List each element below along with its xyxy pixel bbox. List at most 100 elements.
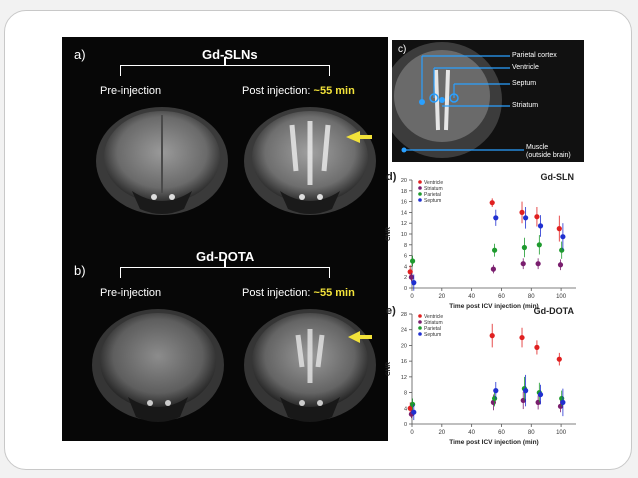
legend-marker: [418, 180, 422, 184]
data-point: [408, 274, 414, 280]
region-label-muscle: Muscle: [526, 144, 549, 151]
panel-b-pre-label: Pre-injection: [100, 287, 162, 299]
data-point: [535, 399, 541, 405]
region-label-ventricle: Ventricle: [512, 64, 539, 71]
arrow-icon: [346, 131, 372, 143]
y-tick-label: 0: [404, 422, 407, 428]
data-point: [492, 395, 498, 402]
legend-entry: Striatum: [424, 320, 443, 326]
region-label-septum: Septum: [512, 80, 537, 87]
chart-title: Gd-SLN: [541, 172, 575, 182]
arrow-icon: [348, 331, 372, 343]
x-tick-label: 20: [438, 430, 445, 436]
data-point: [556, 226, 562, 232]
x-tick-label: 80: [528, 430, 535, 436]
region-label-parietal-cortex: Parietal cortex: [512, 52, 557, 59]
x-axis-label: Time post ICV injection (min): [449, 303, 538, 310]
legend-marker: [418, 186, 422, 190]
y-axis-label: CNR: [385, 227, 392, 241]
data-point: [411, 280, 417, 286]
scan-a-pre: [96, 107, 228, 215]
data-point: [492, 247, 498, 253]
data-point: [557, 262, 564, 268]
legend-marker: [418, 192, 422, 196]
legend-marker: [418, 332, 422, 336]
chart-d: d) Gd-SLN 0 20 40 60 80 100 0 2 4 6 8 10 12 14 16 18 20 Tim…: [385, 171, 576, 310]
data-point: [537, 391, 544, 398]
data-point: [493, 215, 499, 221]
y-tick-label: 4: [404, 264, 407, 270]
data-point: [556, 356, 562, 362]
panel-a-title: Gd-SLNs: [202, 47, 258, 62]
panel-b-bracket-tick: [224, 259, 226, 267]
data-point: [523, 215, 529, 221]
panel-a-bracket-tick: [224, 57, 226, 65]
legend-entry: Septum: [424, 198, 441, 204]
panel-a-post-prefix: Post injection:: [242, 85, 314, 97]
panel-b-title: Gd-DOTA: [196, 249, 255, 264]
chart-panel-label: e): [386, 305, 396, 317]
panel-c-image: c) Parietal cortex Ventricle Septum Stri…: [392, 40, 584, 162]
y-tick-label: 20: [401, 178, 407, 184]
y-tick-label: 18: [401, 189, 407, 195]
y-tick-label: 2: [404, 275, 407, 281]
legend-entry: Parietal: [424, 192, 441, 198]
data-point: [560, 399, 566, 405]
y-tick-label: 12: [401, 375, 407, 381]
region-label-striatum: Striatum: [512, 102, 539, 109]
data-point: [535, 261, 541, 267]
data-point: [410, 401, 416, 407]
y-tick-label: 20: [401, 343, 407, 349]
data-point: [519, 209, 525, 215]
x-tick-label: 20: [438, 294, 445, 300]
y-tick-label: 0: [404, 286, 407, 292]
x-tick-label: 0: [410, 294, 414, 300]
data-point: [521, 244, 528, 251]
data-point: [560, 234, 566, 240]
chart-title: Gd-DOTA: [534, 306, 575, 316]
x-tick-label: 0: [410, 430, 414, 436]
legend-entry: Parietal: [424, 326, 441, 332]
panel-a-pre-label: Pre-injection: [100, 85, 162, 97]
x-tick-label: 40: [468, 294, 475, 300]
data-point: [536, 242, 542, 248]
y-axis-label: CNR: [385, 362, 392, 376]
legend-entry: Ventricle: [424, 314, 443, 320]
data-point: [519, 334, 525, 341]
chart-e: e) Gd-DOTA 0 20 40 60 80 100 0 4 8 12 16 20 24 28 Time p…: [385, 305, 576, 446]
data-point: [410, 258, 416, 264]
data-point: [537, 223, 544, 229]
scan-b-pre: [92, 309, 224, 422]
chart-panel-label: d): [386, 171, 397, 183]
y-tick-label: 10: [401, 232, 407, 238]
y-tick-label: 12: [401, 221, 407, 227]
panel-b-bracket: [120, 267, 330, 278]
legend-marker: [418, 326, 422, 330]
data-point: [407, 269, 413, 275]
y-tick-label: 8: [404, 243, 407, 249]
panel-a-post-time: ~55 min: [313, 85, 355, 97]
x-tick-label: 60: [498, 294, 505, 300]
panel-c-label: c): [398, 44, 407, 55]
region-label-outside-brain: (outside brain): [526, 152, 571, 159]
data-point: [411, 409, 417, 415]
panel-b-label: b): [74, 263, 86, 278]
data-point: [534, 344, 540, 350]
y-tick-label: 28: [401, 312, 407, 318]
legend-entry: Striatum: [424, 186, 443, 192]
data-point: [520, 397, 526, 404]
data-point: [493, 388, 499, 394]
panel-b-post-prefix: Post injection:: [242, 287, 314, 299]
legend-entry: Septum: [424, 332, 441, 338]
panel-a-bracket: [120, 65, 330, 76]
legend-entry: Ventricle: [424, 180, 443, 186]
legend-marker: [418, 314, 422, 318]
panel-a-label: a): [74, 47, 86, 62]
y-tick-label: 4: [404, 406, 407, 412]
y-tick-label: 16: [401, 200, 407, 206]
data-point: [489, 333, 495, 339]
y-tick-label: 6: [404, 254, 407, 260]
panel-a-post-label: Post injection: ~55 min: [242, 85, 355, 97]
data-point: [520, 261, 526, 267]
data-point: [523, 388, 529, 394]
